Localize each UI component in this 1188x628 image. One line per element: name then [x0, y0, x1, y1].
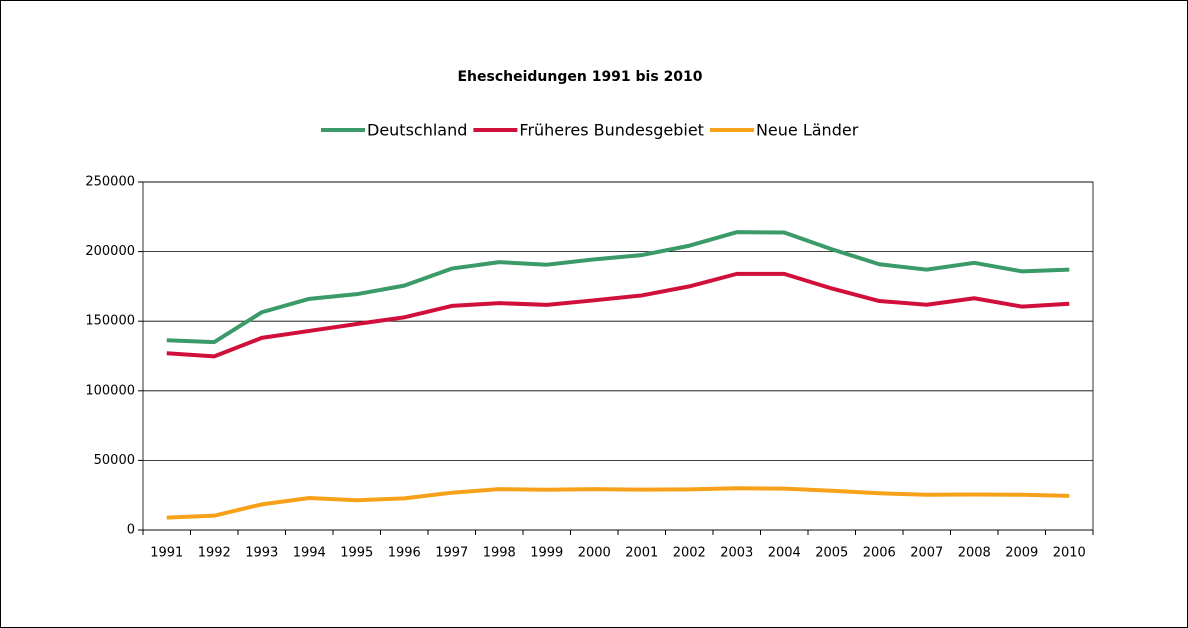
x-tick-label: 1994 [293, 546, 326, 561]
y-tick-label: 150000 [85, 314, 135, 329]
x-tick-label: 2007 [910, 546, 943, 561]
x-tick-label: 1996 [388, 546, 421, 561]
x-tick-label: 2010 [1053, 546, 1086, 561]
x-tick-label: 1997 [435, 546, 468, 561]
y-tick-label: 0 [127, 523, 135, 538]
data-line [166, 271, 1070, 359]
data-line [166, 230, 1070, 345]
legend-label: Deutschland [367, 121, 467, 140]
x-tick-label: 1995 [340, 546, 373, 561]
x-tick-label: 1999 [530, 546, 563, 561]
x-tick-label: 2002 [673, 546, 706, 561]
legend-label: Früheres Bundesgebiet [519, 121, 704, 140]
x-tick-label: 2000 [578, 546, 611, 561]
x-tick-label: 2001 [625, 546, 658, 561]
y-tick-label: 250000 [85, 175, 135, 190]
x-tick-label: 2008 [958, 546, 991, 561]
y-tick-label: 100000 [85, 383, 135, 398]
x-tick-label: 1993 [245, 546, 278, 561]
x-tick-label: 2004 [768, 546, 801, 561]
x-tick-label: 1998 [483, 546, 516, 561]
x-tick-label: 1992 [198, 546, 231, 561]
x-tick-label: 2005 [815, 546, 848, 561]
y-tick-label: 50000 [94, 453, 135, 468]
legend-label: Neue Länder [756, 121, 859, 140]
y-tick-label: 200000 [85, 244, 135, 259]
x-tick-label: 2006 [863, 546, 896, 561]
x-tick-label: 1991 [150, 546, 183, 561]
x-tick-label: 2009 [1005, 546, 1038, 561]
x-tick-label: 2003 [720, 546, 753, 561]
data-line [166, 486, 1070, 520]
chart-title: Ehescheidungen 1991 bis 2010 [457, 69, 702, 85]
